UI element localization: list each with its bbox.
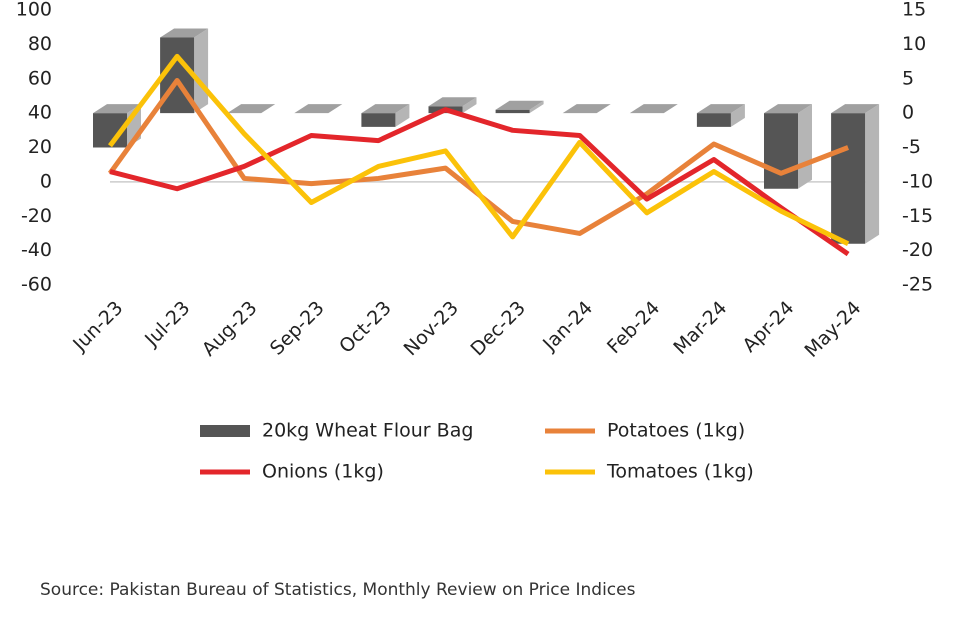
- y2-tick-label: 0: [902, 102, 914, 124]
- y-tick-label: 20: [28, 136, 52, 158]
- legend-label: 20kg Wheat Flour Bag: [262, 420, 473, 442]
- bar: [361, 113, 396, 127]
- legend-label: Potatoes (1kg): [607, 420, 745, 442]
- bar-3d: [495, 100, 544, 114]
- y-tick-label: -40: [21, 239, 52, 261]
- bar-top: [764, 104, 812, 114]
- bar-side: [798, 104, 812, 189]
- x-tick-label: Sep-23: [266, 297, 329, 360]
- x-tick-label: Jun-23: [68, 297, 127, 356]
- y2-tick-label: 10: [902, 33, 926, 55]
- x-tick-label: Jan-24: [538, 297, 597, 356]
- bar-top: [629, 104, 678, 114]
- bar-3d: [831, 104, 880, 244]
- y2-tick-label: -10: [902, 170, 933, 192]
- bar: [764, 113, 798, 189]
- bar-top: [696, 104, 745, 114]
- bar-3d: [629, 104, 678, 114]
- bar-side: [529, 100, 544, 114]
- bar-3d: [227, 104, 276, 114]
- bar-3d: [764, 104, 812, 189]
- x-tick-label: Mar-24: [669, 297, 731, 359]
- x-tick-label: Dec-23: [467, 297, 531, 361]
- source-note: Source: Pakistan Bureau of Statistics, M…: [40, 580, 636, 600]
- legend-label: Onions (1kg): [262, 461, 384, 483]
- bar-top: [831, 104, 880, 114]
- bar-top: [361, 104, 410, 114]
- x-tick-label: Jul-23: [140, 297, 194, 351]
- line-series: [108, 53, 850, 246]
- y-tick-label: 40: [28, 102, 52, 124]
- bar-top: [93, 104, 141, 114]
- x-tick-label: Apr-24: [739, 297, 799, 357]
- x-tick-label: May-24: [800, 297, 865, 362]
- bar-3d: [696, 104, 745, 127]
- y-tick-label: 60: [28, 67, 52, 89]
- x-tick-label: Oct-23: [335, 297, 396, 358]
- bar-side: [462, 97, 477, 114]
- bar-side: [194, 28, 209, 114]
- bar-top: [227, 104, 276, 114]
- bar-top: [428, 97, 477, 107]
- bar-top: [160, 28, 209, 38]
- bar-top: [294, 104, 343, 114]
- bar-side: [865, 104, 880, 244]
- y2-tick-label: -5: [902, 136, 921, 158]
- bar: [495, 109, 530, 114]
- y2-tick-label: -20: [902, 239, 933, 261]
- y2-tick-label: -25: [902, 274, 933, 296]
- bar-3d: [361, 104, 410, 127]
- bar: [696, 113, 731, 127]
- bar-3d: [562, 104, 611, 114]
- bar-top: [562, 104, 611, 114]
- legend-label: Tomatoes (1kg): [606, 461, 754, 483]
- y-tick-label: 100: [16, 0, 52, 21]
- y2-tick-label: 15: [902, 0, 926, 21]
- x-tick-label: Nov-23: [400, 297, 463, 360]
- bar: [831, 113, 866, 244]
- bar-side: [730, 104, 745, 127]
- bar-3d: [294, 104, 343, 114]
- bar-top: [495, 100, 544, 110]
- line-series: [109, 107, 850, 257]
- y-tick-label: -60: [21, 274, 52, 296]
- y2-tick-label: 5: [902, 67, 914, 89]
- x-tick-label: Aug-23: [198, 297, 262, 361]
- bar-side: [395, 104, 410, 127]
- y-tick-label: 80: [28, 33, 52, 55]
- x-tick-label: Feb-24: [603, 297, 664, 358]
- y-tick-label: -20: [21, 205, 52, 227]
- y2-tick-label: -15: [902, 205, 933, 227]
- y-tick-label: 0: [40, 170, 52, 192]
- legend-swatch: [200, 425, 250, 437]
